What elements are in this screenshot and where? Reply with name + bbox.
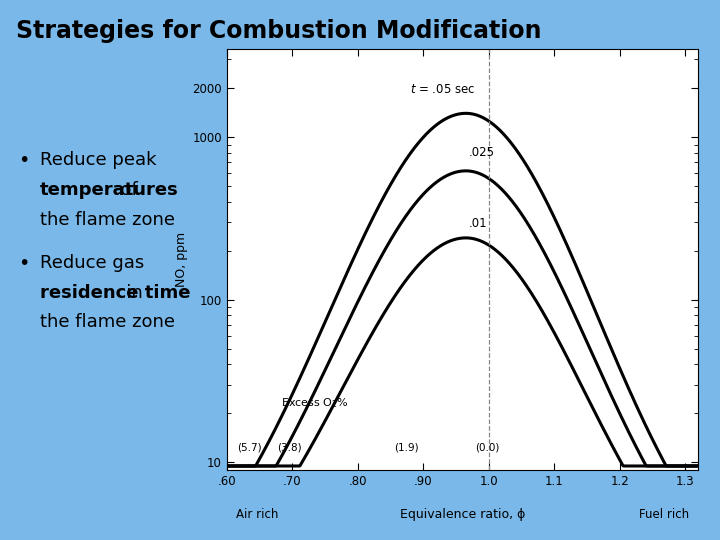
Text: Equivalence ratio, ϕ: Equivalence ratio, ϕ <box>400 508 526 521</box>
Text: •: • <box>18 151 30 170</box>
Text: (5.7): (5.7) <box>238 442 262 453</box>
Text: of: of <box>40 181 138 199</box>
Text: (1.9): (1.9) <box>395 442 419 453</box>
Text: Reduce peak: Reduce peak <box>40 151 156 169</box>
Text: Strategies for Combustion Modification: Strategies for Combustion Modification <box>16 19 541 43</box>
Y-axis label: NO, ppm: NO, ppm <box>175 232 188 287</box>
Text: $t$ = .05 sec: $t$ = .05 sec <box>410 83 476 96</box>
Text: .01: .01 <box>469 217 487 230</box>
Text: (3.8): (3.8) <box>276 442 302 453</box>
Text: temperatures: temperatures <box>40 181 179 199</box>
Text: Air rich: Air rich <box>236 508 279 521</box>
Text: Reduce gas: Reduce gas <box>40 254 144 272</box>
Text: (0.0): (0.0) <box>475 442 500 453</box>
Text: in: in <box>40 284 143 301</box>
Text: the flame zone: the flame zone <box>40 313 174 331</box>
Text: residence time: residence time <box>40 284 190 301</box>
Text: •: • <box>18 254 30 273</box>
Text: Fuel rich: Fuel rich <box>639 508 689 521</box>
Text: the flame zone: the flame zone <box>40 211 174 228</box>
Text: .025: .025 <box>469 146 495 159</box>
Text: Excess O$_2$%: Excess O$_2$% <box>282 396 349 410</box>
